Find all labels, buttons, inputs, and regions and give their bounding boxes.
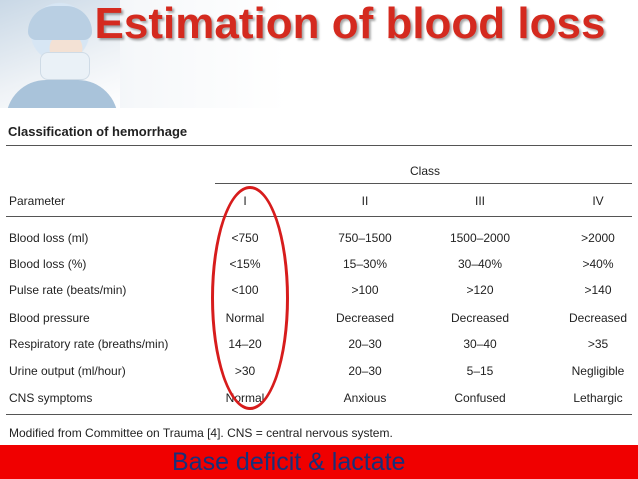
row-value: Lethargic — [573, 391, 623, 405]
surgeon-photo-icon — [0, 0, 120, 108]
table-footnote: Modified from Committee on Trauma [4]. C… — [9, 426, 393, 440]
table-title: Classification of hemorrhage — [8, 124, 188, 139]
row-value: >120 — [466, 283, 494, 297]
row-value: 5–15 — [466, 364, 494, 378]
row-value: 30–40% — [457, 257, 503, 271]
slide-title: Estimation of blood loss — [94, 0, 606, 48]
row-parameter: Blood loss (ml) — [9, 231, 89, 245]
row-value: 1500–2000 — [449, 231, 511, 245]
class-header-rule — [215, 183, 632, 184]
class-header-iv: IV — [592, 194, 604, 208]
row-parameter: CNS symptoms — [9, 391, 93, 405]
row-parameter: Respiratory rate (breaths/min) — [9, 337, 169, 351]
bottom-banner — [0, 445, 638, 479]
slide-header: Estimation of blood loss — [0, 0, 638, 108]
row-parameter: Blood loss (%) — [9, 257, 87, 271]
row-value: Decreased — [335, 311, 395, 325]
row-value: 20–30 — [348, 364, 382, 378]
row-value: >35 — [587, 337, 609, 351]
row-parameter: Blood pressure — [9, 311, 90, 325]
row-value: Anxious — [343, 391, 387, 405]
row-parameter: Urine output (ml/hour) — [9, 364, 126, 378]
banner-text: Base deficit & lactate — [172, 448, 406, 476]
row-value: >100 — [351, 283, 379, 297]
row-value: >40% — [582, 257, 614, 271]
row-value: Negligible — [571, 364, 625, 378]
row-value: 30–40 — [463, 337, 497, 351]
class-header-iii: III — [474, 194, 485, 208]
header-rule — [6, 216, 632, 217]
row-value: >140 — [584, 283, 612, 297]
class-header: Class — [409, 164, 440, 178]
red-oval-annotation-icon — [211, 186, 289, 410]
table-top-rule — [6, 145, 632, 146]
row-value: 15–30% — [342, 257, 388, 271]
row-value: 750–1500 — [338, 231, 392, 245]
row-value: Confused — [454, 391, 506, 405]
row-value: 20–30 — [348, 337, 382, 351]
row-value: Decreased — [450, 311, 510, 325]
class-header-ii: II — [361, 194, 369, 208]
row-parameter: Pulse rate (beats/min) — [9, 283, 127, 297]
table-bottom-rule — [6, 414, 632, 415]
row-value: Decreased — [568, 311, 628, 325]
row-value: >2000 — [581, 231, 615, 245]
parameter-header: Parameter — [9, 194, 66, 208]
